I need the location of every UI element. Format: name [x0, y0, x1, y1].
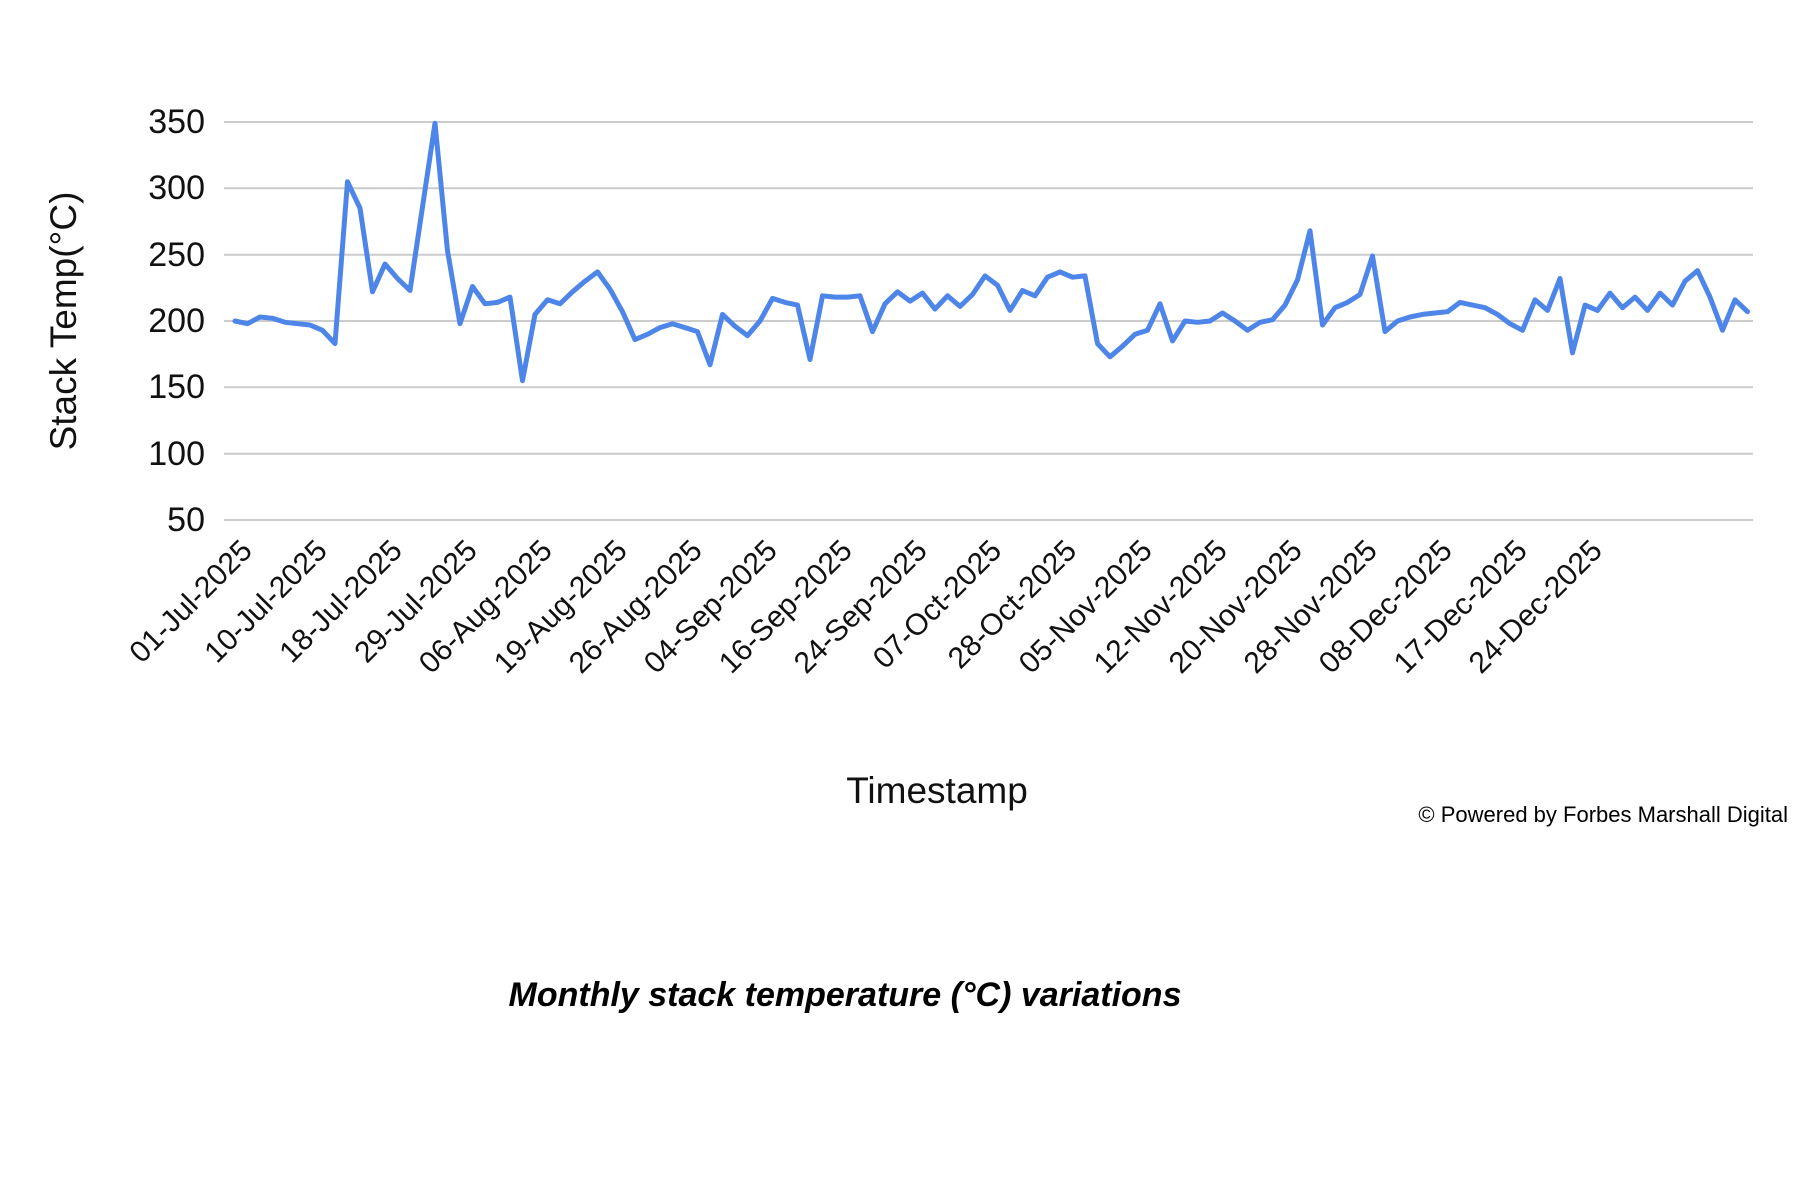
y-axis-tick-label: 250 [148, 235, 205, 274]
copyright-text: © Powered by Forbes Marshall Digital [1418, 802, 1788, 827]
x-axis-title: Timestamp [846, 770, 1028, 811]
line-chart [224, 120, 1753, 521]
y-axis-tick-label: 100 [148, 434, 205, 473]
y-axis-tick-label: 150 [148, 368, 205, 407]
chart-caption: Monthly stack temperature (°C) variation… [508, 976, 1182, 1014]
y-axis-tick-label: 50 [167, 501, 205, 539]
y-axis-title: Stack Temp(°C) [43, 191, 84, 451]
y-axis-tick-label: 200 [148, 302, 205, 340]
y-axis-tick-label: 300 [148, 169, 205, 208]
stack-temp-line [232, 120, 1750, 384]
y-axis-tick-label: 350 [148, 103, 205, 141]
